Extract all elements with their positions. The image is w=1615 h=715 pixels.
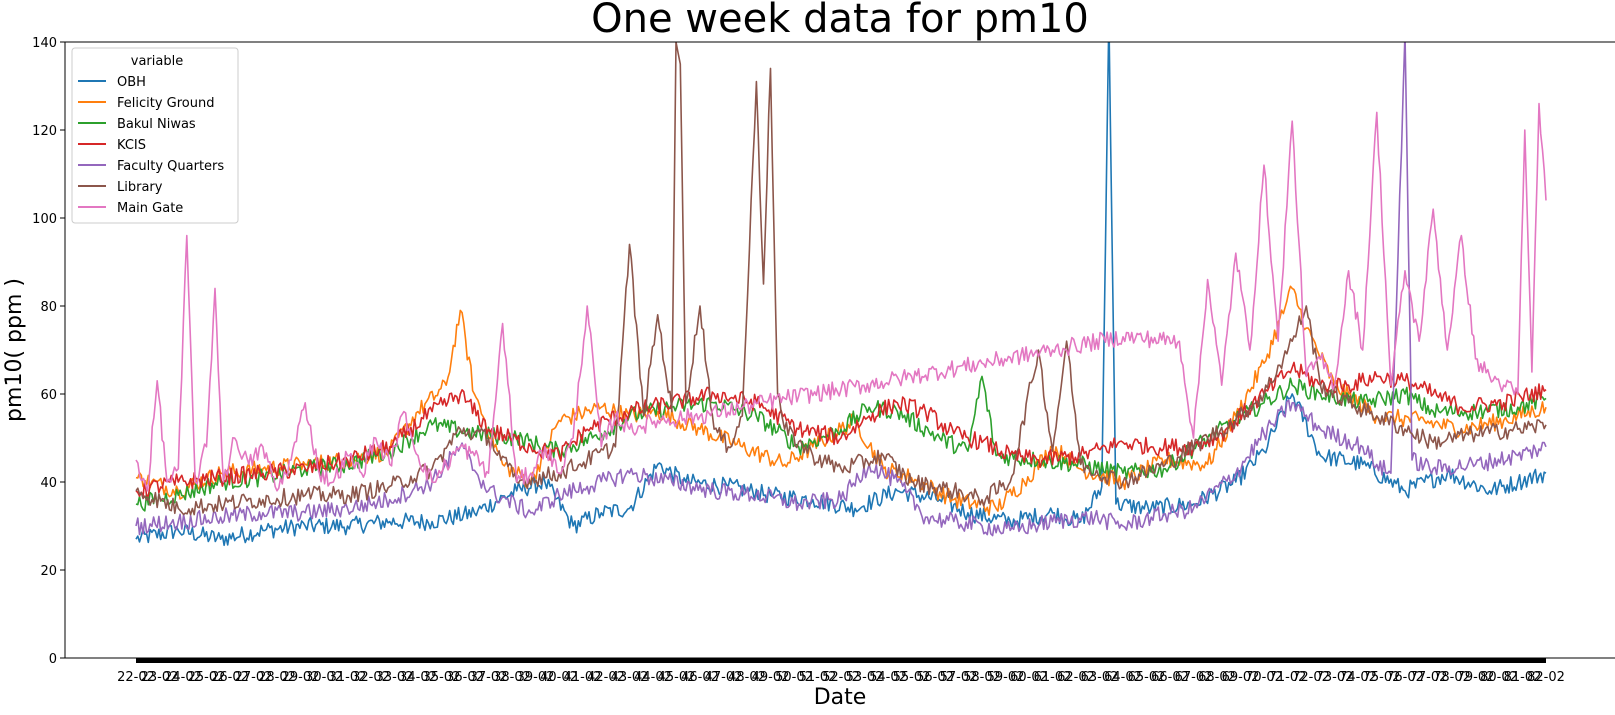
- y-axis-label: pm10( ppm ): [2, 278, 27, 422]
- legend-label-faculty-quarters: Faculty Quarters: [117, 159, 224, 174]
- x-tick-label: 73-02: [1316, 670, 1354, 685]
- y-axis-ticks: 0 20 40 60 80 100 120 140: [32, 36, 65, 667]
- y-tick-label: 60: [40, 388, 57, 403]
- axes: [64, 41, 1615, 659]
- x-tick-label: 53-02: [846, 670, 884, 685]
- y-tick-label: 120: [32, 124, 57, 139]
- x-tick-label: 34-02: [399, 670, 437, 685]
- x-tick-label: 72-02: [1292, 670, 1330, 685]
- x-tick-label: 56-02: [916, 670, 954, 685]
- x-tick-label: 28-02: [258, 670, 296, 685]
- legend-label-main-gate: Main Gate: [117, 201, 183, 216]
- x-tick-label: 42-02: [587, 670, 625, 685]
- y-tick-label: 40: [40, 476, 57, 491]
- x-tick-label: 76-02: [1386, 670, 1424, 685]
- x-tick-label: 37-02: [470, 670, 508, 685]
- x-tick-label: 41-02: [564, 670, 602, 685]
- legend-label-felicity-ground: Felicity Ground: [117, 96, 215, 111]
- y-tick-label: 20: [40, 564, 57, 579]
- x-tick-label: 67-02: [1175, 670, 1213, 685]
- x-tick-label: 27-02: [235, 670, 273, 685]
- x-tick-label: 57-02: [940, 670, 978, 685]
- series-line-obh: [135, 42, 1547, 547]
- x-axis-ticks: 22-0223-0224-0225-0226-0227-0228-0229-02…: [117, 658, 1565, 685]
- x-tick-label: 77-02: [1410, 670, 1448, 685]
- x-tick-label: 69-02: [1222, 670, 1260, 685]
- legend-label-kcis: KCIS: [117, 138, 146, 153]
- series-layer: [135, 42, 1547, 547]
- x-tick-label: 81-02: [1504, 670, 1542, 685]
- x-tick-label: 39-02: [517, 670, 555, 685]
- x-tick-label: 46-02: [681, 670, 719, 685]
- legend-label-library: Library: [117, 180, 163, 195]
- x-tick-label: 74-02: [1339, 670, 1377, 685]
- x-tick-label: 71-02: [1269, 670, 1307, 685]
- x-tick-label: 30-02: [305, 670, 343, 685]
- x-tick-label: 43-02: [611, 670, 649, 685]
- x-tick-label: 31-02: [329, 670, 367, 685]
- legend-label-obh: OBH: [117, 75, 146, 90]
- x-tick-label: 61-02: [1034, 670, 1072, 685]
- y-tick-label: 80: [40, 300, 57, 315]
- x-tick-label: 63-02: [1081, 670, 1119, 685]
- chart-title: One week data for pm10: [591, 0, 1089, 42]
- x-tick-label: 68-02: [1198, 670, 1236, 685]
- x-tick-label: 79-02: [1457, 670, 1495, 685]
- x-tick-label: 33-02: [376, 670, 414, 685]
- x-tick-label: 75-02: [1363, 670, 1401, 685]
- x-tick-label: 36-02: [446, 670, 484, 685]
- x-tick-label: 35-02: [423, 670, 461, 685]
- series-line-faculty-quarters: [135, 42, 1547, 537]
- x-tick-label: 52-02: [822, 670, 860, 685]
- x-tick-label: 48-02: [728, 670, 766, 685]
- y-tick-label: 100: [32, 212, 57, 227]
- x-tick-label: 55-02: [893, 670, 931, 685]
- x-tick-label: 29-02: [282, 670, 320, 685]
- series-line-bakul-niwas: [135, 375, 1547, 512]
- x-tick-label: 59-02: [987, 670, 1025, 685]
- x-tick-band: [136, 658, 1546, 663]
- series-line-library: [135, 42, 1547, 516]
- legend-title: variable: [131, 54, 183, 69]
- x-tick-label: 38-02: [493, 670, 531, 685]
- x-tick-label: 51-02: [799, 670, 837, 685]
- x-tick-label: 60-02: [1010, 670, 1048, 685]
- x-tick-label: 64-02: [1104, 670, 1142, 685]
- x-tick-label: 47-02: [705, 670, 743, 685]
- x-tick-label: 80-02: [1480, 670, 1518, 685]
- x-tick-label: 24-02: [164, 670, 202, 685]
- series-line-main-gate: [135, 102, 1547, 492]
- x-tick-label: 82-02: [1527, 670, 1565, 685]
- x-tick-label: 25-02: [188, 670, 226, 685]
- x-tick-label: 22-02: [117, 670, 155, 685]
- x-tick-label: 26-02: [211, 670, 249, 685]
- y-tick-label: 0: [49, 652, 57, 667]
- x-tick-label: 50-02: [775, 670, 813, 685]
- x-tick-label: 32-02: [352, 670, 390, 685]
- legend-frame: [71, 47, 239, 224]
- x-tick-label: 45-02: [658, 670, 696, 685]
- x-tick-label: 54-02: [869, 670, 907, 685]
- x-tick-label: 62-02: [1057, 670, 1095, 685]
- x-tick-label: 70-02: [1245, 670, 1283, 685]
- legend-label-bakul-niwas: Bakul Niwas: [117, 117, 196, 132]
- x-axis-label: Date: [814, 685, 867, 710]
- x-tick-label: 40-02: [540, 670, 578, 685]
- x-tick-label: 49-02: [752, 670, 790, 685]
- x-tick-label: 58-02: [963, 670, 1001, 685]
- x-tick-label: 66-02: [1151, 670, 1189, 685]
- y-tick-label: 140: [32, 36, 57, 51]
- x-tick-label: 23-02: [141, 670, 179, 685]
- x-tick-label: 65-02: [1128, 670, 1166, 685]
- x-tick-label: 44-02: [634, 670, 672, 685]
- legend: variable OBH Felicity Ground Bakul Niwas KCI…: [71, 47, 239, 224]
- x-tick-label: 78-02: [1433, 670, 1471, 685]
